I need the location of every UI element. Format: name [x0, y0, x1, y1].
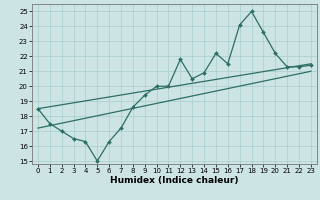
X-axis label: Humidex (Indice chaleur): Humidex (Indice chaleur) — [110, 176, 239, 185]
